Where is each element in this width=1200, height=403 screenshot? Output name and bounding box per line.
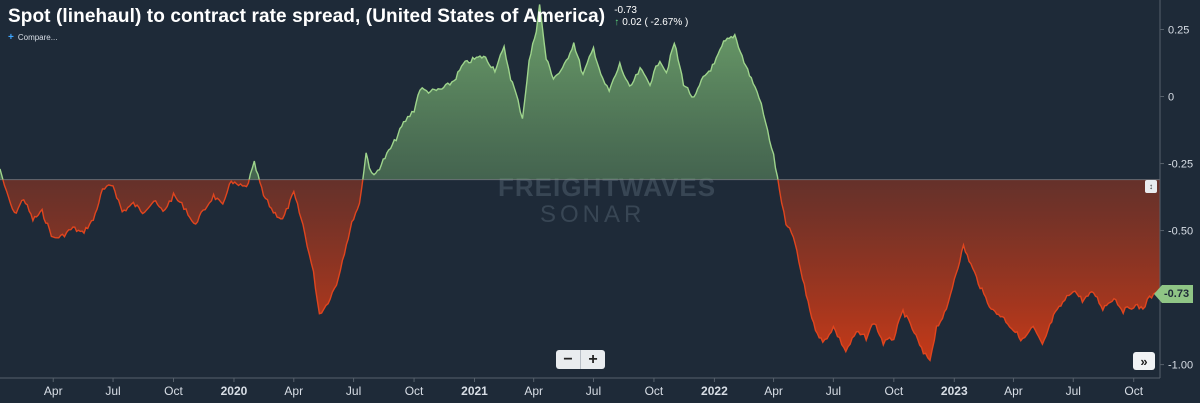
- negative-line: [2, 179, 1160, 362]
- scroll-to-latest-button[interactable]: »: [1133, 352, 1155, 370]
- y-tick-label: 0.25: [1168, 24, 1189, 36]
- y-tick-label: -0.50: [1168, 226, 1193, 238]
- x-tick-label: Apr: [764, 384, 783, 398]
- last-value: -0.73: [614, 5, 637, 16]
- y-tick-label: -1.00: [1168, 360, 1193, 372]
- x-tick-label: Jul: [826, 384, 841, 398]
- plus-icon: +: [8, 32, 14, 43]
- x-tick-label: Jul: [1066, 384, 1081, 398]
- last-value-badge: -0.73: [1154, 285, 1194, 303]
- zoom-controls: − +: [556, 350, 605, 369]
- watermark-product: SONAR: [540, 201, 645, 228]
- x-tick-label: Jul: [105, 384, 120, 398]
- quote-summary: -0.73 ↑ 0.02 ( -2.67% ): [614, 5, 688, 29]
- up-arrow-icon: ↑: [614, 17, 620, 28]
- badge-pointer: [1154, 285, 1162, 303]
- watermark: FREIGHTWAVES SONAR: [498, 172, 715, 228]
- y-axis-ticks: 0.250-0.25-0.50-0.75-1.00: [1160, 24, 1193, 372]
- x-tick-label: Oct: [645, 384, 664, 398]
- x-tick-label: 2020: [221, 384, 248, 398]
- x-tick-label: Apr: [524, 384, 543, 398]
- series-lines: [0, 4, 1160, 362]
- x-tick-label: Apr: [284, 384, 303, 398]
- x-axis-ticks: Apr Jul Oct 2020 Apr Jul Oct 2021 Apr Jul Oct 2022 A…: [44, 378, 1144, 398]
- x-tick-label: Oct: [405, 384, 424, 398]
- badge-value: -0.73: [1162, 285, 1194, 303]
- x-tick-label: Jul: [346, 384, 361, 398]
- change-text: 0.02 ( -2.67% ): [622, 17, 689, 28]
- x-tick-label: Jul: [586, 384, 601, 398]
- x-tick-label: Apr: [44, 384, 63, 398]
- x-tick-label: Apr: [1004, 384, 1023, 398]
- x-tick-label: 2023: [941, 384, 968, 398]
- x-tick-label: 2021: [461, 384, 488, 398]
- chart-header: Spot (linehaul) to contract rate spread,…: [8, 4, 688, 43]
- negative-area: [2, 179, 1160, 361]
- x-tick-label: Oct: [164, 384, 183, 398]
- chart-title: Spot (linehaul) to contract rate spread,…: [8, 6, 606, 27]
- x-tick-label: 2022: [701, 384, 728, 398]
- zoom-in-button[interactable]: +: [588, 350, 598, 368]
- y-tick-label: -0.25: [1168, 159, 1193, 171]
- x-tick-label: Oct: [884, 384, 903, 398]
- double-chevron-right-icon: »: [1140, 353, 1148, 369]
- y-tick-label: 0: [1168, 92, 1174, 104]
- resize-vertical-icon: ↕: [1149, 182, 1153, 191]
- area-fills: [0, 4, 1160, 361]
- x-tick-label: Oct: [1124, 384, 1143, 398]
- scale-handle[interactable]: ↕: [1145, 180, 1157, 193]
- compare-button[interactable]: + Compare...: [8, 32, 688, 43]
- zoom-divider: [580, 350, 581, 369]
- zoom-out-button[interactable]: −: [563, 350, 573, 368]
- change-row: ↑ 0.02 ( -2.67% ): [614, 17, 688, 29]
- positive-area: [0, 4, 1160, 180]
- positive-line: [0, 4, 779, 180]
- compare-label: Compare...: [17, 33, 58, 42]
